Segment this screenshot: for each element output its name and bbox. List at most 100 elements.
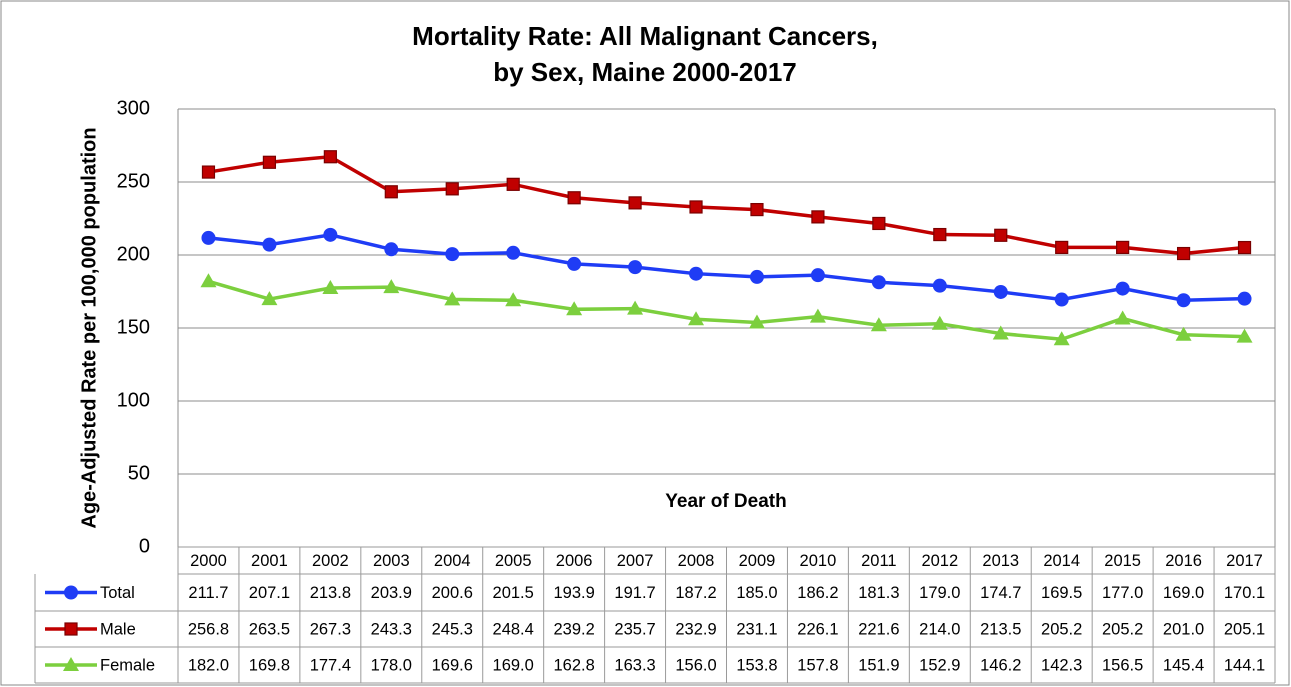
table-value: 156.5: [1102, 656, 1143, 674]
point: [1236, 328, 1253, 343]
table-value: 213.8: [310, 584, 351, 602]
table-value: 263.5: [249, 620, 290, 638]
point: [688, 311, 705, 326]
x-axis-label: Year of Death: [665, 491, 786, 512]
table-value: 152.9: [919, 656, 960, 674]
point: [64, 622, 78, 636]
series-line: [207, 279, 1245, 342]
table-value: 203.9: [371, 584, 412, 602]
table-value: 213.5: [980, 620, 1021, 638]
legend-label: Total: [100, 584, 135, 602]
point: [1116, 240, 1130, 255]
point: [749, 269, 764, 284]
table-value: 169.0: [1163, 584, 1204, 602]
table-value: 181.3: [858, 584, 899, 602]
point: [323, 227, 338, 242]
point: [567, 191, 581, 205]
point: [1055, 240, 1069, 255]
table-value: 205.2: [1041, 620, 1082, 638]
table-value: 235.7: [614, 620, 655, 638]
table-value: 170.1: [1224, 584, 1265, 602]
legend-label: Female: [100, 656, 155, 674]
point: [871, 275, 886, 290]
table-value: 162.8: [553, 656, 594, 674]
point: [445, 247, 460, 262]
x-tick-label: 2013: [982, 552, 1019, 570]
table-value: 187.2: [675, 584, 716, 602]
x-tick-label: 2015: [1104, 552, 1141, 570]
table-value: 179.0: [919, 584, 960, 602]
point: [994, 228, 1008, 242]
table-value: 245.3: [432, 620, 473, 638]
table-value: 214.0: [919, 620, 960, 638]
table-value: 174.7: [980, 584, 1021, 602]
point: [567, 256, 582, 271]
table-value: 151.9: [858, 656, 899, 674]
table-value: 146.2: [980, 656, 1021, 674]
y-tick-label: 0: [139, 535, 150, 557]
point: [63, 657, 79, 671]
x-tick-label: 2008: [678, 552, 715, 570]
point: [444, 291, 461, 306]
x-tick-label: 2014: [1043, 552, 1080, 570]
series-line: [208, 233, 1245, 303]
table-value: 177.0: [1102, 584, 1143, 602]
table-value: 156.0: [675, 656, 716, 674]
point: [628, 260, 643, 275]
table-value: 145.4: [1163, 656, 1204, 674]
y-tick-label: 50: [128, 462, 150, 484]
x-tick-label: 2005: [495, 552, 532, 570]
x-tick-label: 2006: [556, 552, 593, 570]
y-axis-label: Age-Adjusted Rate per 100,000 population: [78, 127, 100, 528]
y-tick-label: 100: [117, 389, 150, 411]
point: [1114, 310, 1131, 325]
table-value: 201.5: [493, 584, 534, 602]
table-value: 239.2: [553, 620, 594, 638]
x-tick-label: 2010: [800, 552, 837, 570]
x-tick-label: 2009: [739, 552, 776, 570]
table-value: 231.1: [736, 620, 777, 638]
point: [506, 177, 520, 191]
x-tick-label: 2012: [921, 552, 958, 570]
table-value: 211.7: [188, 584, 228, 602]
table-value: 182.0: [188, 656, 229, 674]
chart-title: Mortality Rate: All Malignant Cancers,: [412, 21, 878, 51]
point: [1176, 293, 1191, 308]
x-tick-label: 2004: [434, 552, 471, 570]
point: [933, 227, 947, 242]
point: [262, 237, 277, 252]
table-value: 267.3: [310, 620, 351, 638]
x-tick-label: 2007: [617, 552, 654, 570]
point: [201, 165, 216, 179]
point: [993, 284, 1008, 299]
table-value: 248.4: [493, 620, 534, 638]
point: [1176, 246, 1191, 261]
table-value: 153.8: [736, 656, 777, 674]
point: [748, 314, 765, 329]
table-value: 256.8: [188, 620, 229, 638]
point: [1054, 292, 1069, 307]
x-tick-label: 2002: [312, 552, 349, 570]
point: [689, 266, 704, 281]
point: [261, 291, 278, 306]
table-value: 169.5: [1041, 584, 1082, 602]
table-value: 205.2: [1102, 620, 1143, 638]
table-value: 178.0: [371, 656, 412, 674]
point: [1175, 326, 1192, 341]
point: [1237, 291, 1252, 306]
point: [931, 315, 948, 330]
x-tick-label: 2000: [190, 552, 227, 570]
point: [811, 210, 825, 224]
table-value: 169.0: [493, 656, 534, 674]
point: [384, 185, 398, 199]
point: [750, 202, 764, 217]
point: [505, 292, 522, 307]
table-value: 200.6: [432, 584, 473, 602]
x-tick-label: 2016: [1165, 552, 1202, 570]
point: [384, 242, 399, 257]
table-value: 243.3: [371, 620, 412, 638]
y-tick-label: 200: [117, 243, 150, 265]
table-value: 163.3: [614, 656, 655, 674]
chart-title: by Sex, Maine 2000-2017: [493, 57, 797, 87]
table-value: 226.1: [797, 620, 838, 638]
